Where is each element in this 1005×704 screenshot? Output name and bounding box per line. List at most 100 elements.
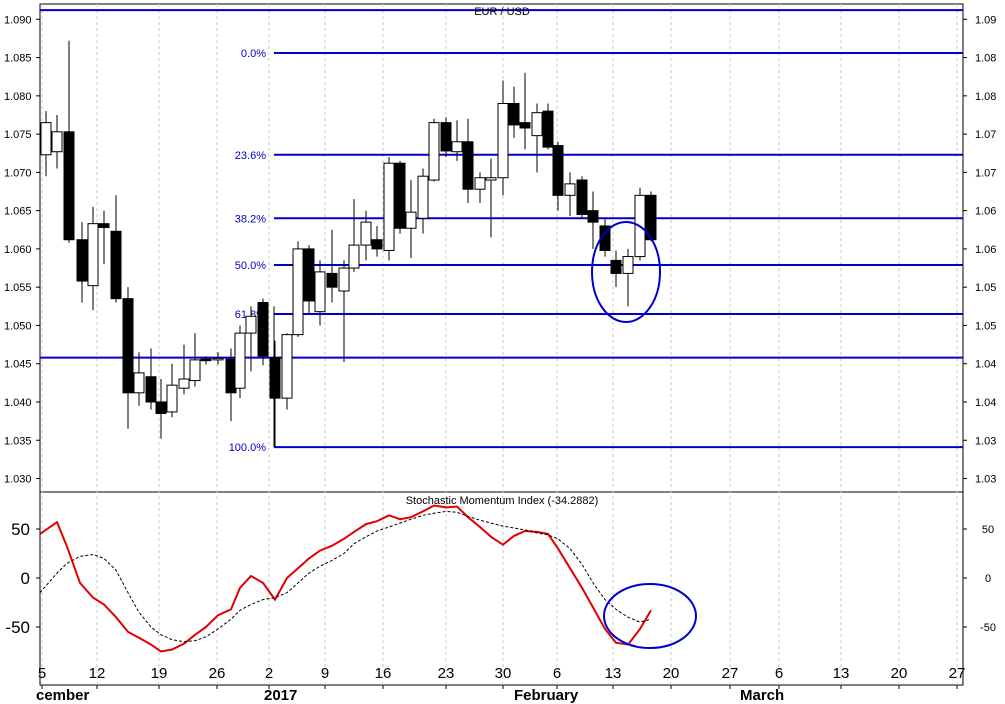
candle-body-31	[394, 162, 406, 229]
candle-body-48	[587, 210, 599, 223]
x-tick-label: 2	[265, 665, 273, 682]
x-tick-label: 20	[663, 665, 680, 682]
candle-body-14	[200, 358, 212, 362]
candle-body-6	[110, 230, 122, 300]
x-tick-label: 5	[38, 665, 46, 682]
left-tick-label: 1.030	[4, 474, 32, 486]
candle-body-1	[51, 131, 63, 153]
right-tick-label: 1.07	[975, 129, 996, 141]
smi-left-tick-label: -50	[5, 618, 30, 637]
smi-left-tick-label: 50	[11, 520, 30, 539]
candle-body-51	[622, 256, 634, 274]
smi-panel-frame	[39, 491, 964, 686]
left-tick-label: 1.050	[4, 320, 32, 332]
smi-line	[39, 504, 652, 653]
left-tick-label: 1.065	[4, 206, 32, 218]
candle-body-40	[497, 102, 509, 179]
candle-body-28	[360, 221, 372, 246]
candle-body-5	[98, 223, 110, 228]
candle-body-17	[234, 332, 246, 389]
month-label: 2017	[264, 687, 297, 704]
right-tick-label: 1.06	[975, 206, 996, 218]
x-tick-label: 6	[553, 665, 561, 682]
candle-body-7	[122, 298, 134, 394]
month-label: February	[514, 687, 579, 704]
price-highlight-ellipse	[591, 221, 661, 323]
candle-body-0	[40, 122, 52, 156]
fib-label: 50.0%	[235, 260, 266, 272]
candle-body-2	[63, 131, 75, 241]
right-tick-label: 1.08	[975, 91, 996, 103]
smi-signal-line	[39, 510, 652, 643]
right-tick-label: 1.05	[975, 282, 996, 294]
candle-body-47	[576, 179, 588, 215]
candle-body-8	[133, 372, 145, 394]
candle-body-24	[314, 271, 326, 313]
candle-body-19	[257, 301, 269, 357]
right-tick-label: 1.04	[975, 397, 996, 409]
right-tick-label: 1.03	[975, 474, 996, 486]
right-tick-label: 1.04	[975, 359, 996, 371]
left-tick-label: 1.045	[4, 359, 32, 371]
price-panel-frame	[39, 3, 964, 493]
x-tick-label: 16	[375, 665, 392, 682]
candle-body-22	[292, 248, 304, 336]
month-label: cember	[36, 687, 90, 704]
left-tick-label: 1.070	[4, 167, 32, 179]
candle-body-30	[383, 162, 395, 251]
month-label: March	[740, 687, 784, 704]
smi-left-tick-label: 0	[21, 569, 30, 588]
x-tick-label: 26	[209, 665, 226, 682]
x-tick-label: 13	[605, 665, 622, 682]
candle-body-4	[87, 223, 99, 287]
x-tick-label: 19	[151, 665, 168, 682]
left-tick-label: 1.080	[4, 91, 32, 103]
fib-label: 38.2%	[235, 213, 266, 225]
x-tick-label: 20	[891, 665, 908, 682]
candle-body-41	[508, 102, 520, 126]
smi-right-tick-label: -50	[980, 622, 996, 634]
right-tick-label: 1.05	[975, 320, 996, 332]
smi-right-tick-label: 0	[985, 573, 991, 585]
candle-body-42	[519, 122, 531, 129]
left-tick-label: 1.085	[4, 53, 32, 65]
candle-body-23	[303, 248, 315, 302]
right-tick-label: 1.07	[975, 167, 996, 179]
candle-body-27	[348, 244, 360, 269]
candle-body-35	[440, 122, 452, 152]
left-tick-label: 1.035	[4, 435, 32, 447]
candle-body-13	[189, 359, 201, 382]
candle-body-46	[564, 183, 576, 196]
x-tick-label: 27	[949, 665, 966, 682]
candle-body-45	[552, 145, 564, 196]
candle-body-33	[417, 175, 429, 219]
candle-body-20	[269, 357, 281, 399]
candle-body-11	[166, 384, 178, 413]
x-tick-label: 6	[775, 665, 783, 682]
x-tick-label: 27	[722, 665, 739, 682]
candle-body-36	[451, 141, 463, 153]
smi-title: Stochastic Momentum Index (-34.2882)	[406, 495, 599, 507]
left-tick-label: 1.055	[4, 282, 32, 294]
left-tick-label: 1.075	[4, 129, 32, 141]
candle-body-29	[371, 239, 383, 250]
candle-body-10	[155, 401, 167, 414]
x-tick-label: 13	[833, 665, 850, 682]
fib-label: 0.0%	[241, 48, 266, 60]
candle-body-18	[245, 315, 257, 334]
candle-body-3	[76, 239, 88, 282]
candle-body-15	[212, 357, 224, 361]
smi-highlight-ellipse	[603, 583, 697, 649]
left-tick-label: 1.060	[4, 244, 32, 256]
candle-body-9	[145, 376, 157, 403]
candle-body-43	[531, 112, 543, 137]
candle-body-37	[462, 141, 474, 190]
right-tick-label: 1.09	[975, 14, 996, 26]
candle-body-38	[474, 177, 486, 190]
candle-body-21	[281, 334, 293, 399]
fib-label: 23.6%	[235, 150, 266, 162]
right-tick-label: 1.06	[975, 244, 996, 256]
candle-body-44	[542, 110, 554, 148]
